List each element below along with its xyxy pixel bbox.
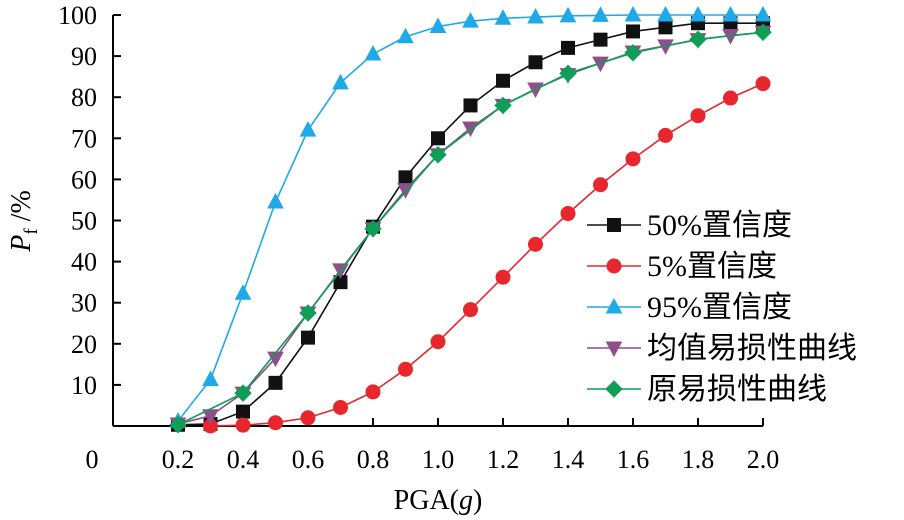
data-point [497,74,510,87]
data-point [756,77,770,91]
data-point [529,56,542,69]
data-point [528,9,543,23]
data-point [627,25,640,38]
data-point [236,285,251,299]
data-point [724,91,738,105]
legend-swatch-marker [607,342,622,356]
legend-item: 均值易损性曲线 [587,332,857,365]
y-ticks: 10 20 30 40 50 60 70 80 90 100 [58,1,121,400]
data-point [691,7,706,21]
y-tick-label: 90 [71,42,97,71]
x-tick-label: 1.6 [617,445,650,474]
x-tick-label: 1.2 [487,445,520,474]
y-tick-label: 100 [58,1,97,30]
data-point [301,411,315,425]
data-point [237,405,250,418]
data-point [301,122,316,136]
data-point [626,7,641,21]
legend-item: 原易损性曲线 [587,373,827,406]
data-point [464,99,477,112]
x-origin-label: 0 [86,445,99,474]
data-point [723,7,738,21]
fragility-chart: 10 20 30 40 50 60 70 80 90 100 0.2 0.4 0.6 0.8 1.0 1.2… [0,0,904,520]
y-tick-label: 80 [71,83,97,112]
x-tick-label: 1.8 [682,445,715,474]
data-point [560,65,576,81]
legend-swatch-marker [607,259,621,273]
legend-label: 95%置信度 [647,291,792,324]
data-point [333,75,348,89]
y-tick-label: 30 [71,289,97,318]
data-point [399,362,413,376]
legend-swatch-marker [608,219,621,232]
data-point [658,7,673,21]
data-point [496,270,510,284]
y-axis-title: Pf /% [6,190,42,253]
data-point [659,128,673,142]
x-tick-label: 1.0 [422,445,455,474]
data-point [268,194,283,208]
data-point [756,7,771,21]
legend-item: 50%置信度 [587,209,792,242]
legend-item: 5%置信度 [587,250,777,283]
x-tick-label: 1.4 [552,445,585,474]
data-point [334,401,348,415]
x-axis-title-italic: g [459,485,473,516]
data-point [431,335,445,349]
legend-swatch-marker [607,299,622,313]
x-tick-label: 2.0 [747,445,780,474]
data-point [594,33,607,46]
data-point [366,385,380,399]
legend-swatch-marker [606,381,622,397]
x-tick-label: 0.6 [292,445,325,474]
legend-label: 均值易损性曲线 [647,332,857,365]
data-point [626,152,640,166]
legend-label: 50%置信度 [647,209,792,242]
data-point [594,178,608,192]
data-point [203,372,218,386]
data-point [691,109,705,123]
data-point [302,331,315,344]
data-point [529,237,543,251]
x-axis-title: PGA(g) [394,485,483,516]
y-tick-label: 60 [71,165,97,194]
data-point [399,171,412,184]
data-point [496,10,511,24]
y-axis-title-main: P [6,235,37,253]
data-point [269,416,283,430]
x-tick-label: 0.8 [357,445,390,474]
x-tick-label: 0.4 [227,445,260,474]
y-tick-label: 50 [71,207,97,236]
x-axis-title-main: PGA( [394,485,459,516]
y-tick-label: 20 [71,330,97,359]
data-point [432,132,445,145]
data-point [464,303,478,317]
y-tick-label: 70 [71,124,97,153]
legend-item: 95%置信度 [587,291,792,324]
data-point [659,21,672,34]
x-tick-label: 0.2 [162,445,195,474]
chart-canvas: 10 20 30 40 50 60 70 80 90 100 0.2 0.4 0.6 0.8 1.0 1.2… [0,0,904,520]
data-point [561,207,575,221]
data-point [562,41,575,54]
data-point [269,376,282,389]
y-tick-label: 40 [71,248,97,277]
data-point [593,7,608,21]
data-point [236,418,250,432]
data-point [561,8,576,22]
data-point [366,46,381,60]
y-tick-label: 10 [71,371,97,400]
legend-label: 原易损性曲线 [647,373,827,406]
legend-label: 5%置信度 [647,250,777,283]
y-axis-title-rest: /% [6,190,37,228]
x-axis-title-close: ) [473,485,482,516]
